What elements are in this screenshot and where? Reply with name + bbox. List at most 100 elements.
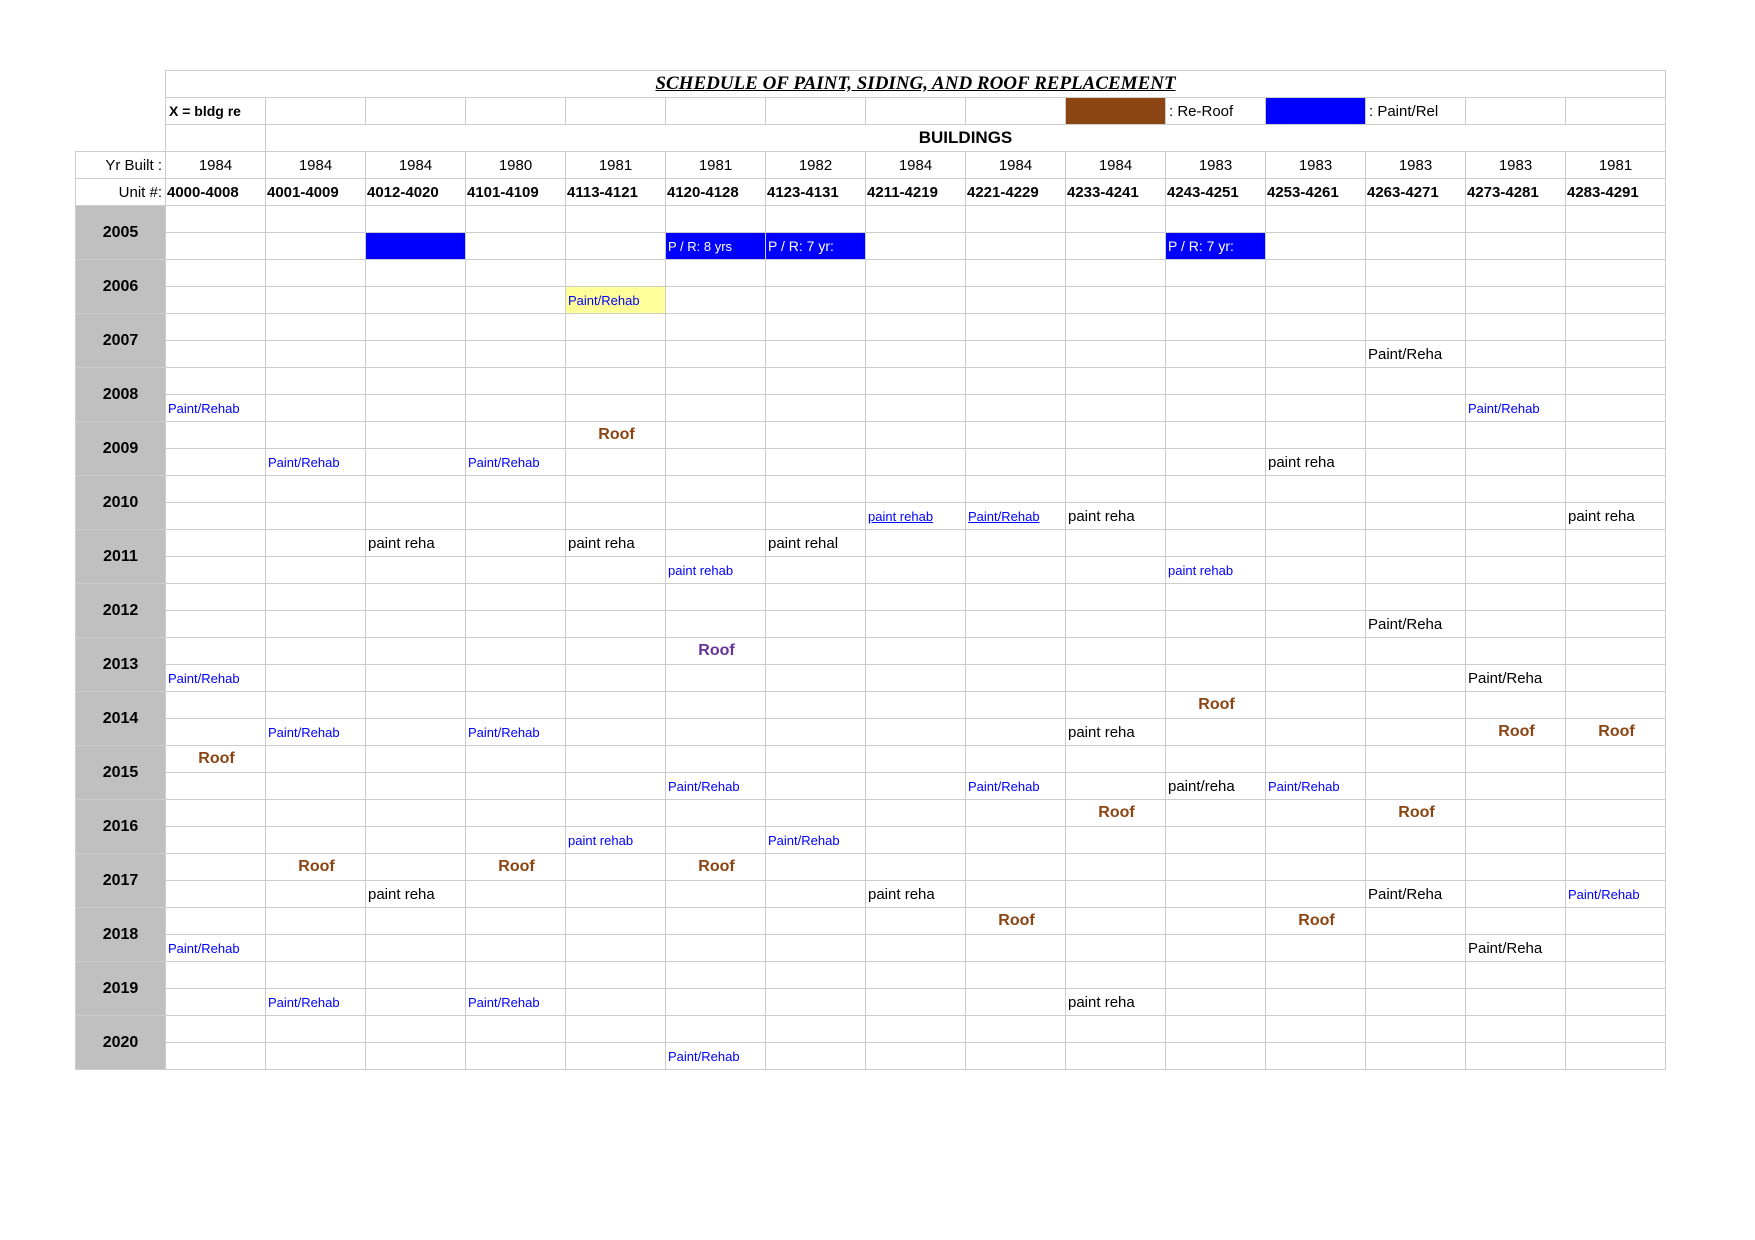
data-cell xyxy=(1566,935,1666,962)
data-cell xyxy=(666,611,766,638)
data-cell xyxy=(866,260,966,287)
data-cell xyxy=(466,476,566,503)
data-cell: Roof xyxy=(666,638,766,665)
data-cell xyxy=(466,692,566,719)
data-cell xyxy=(866,908,966,935)
data-cell xyxy=(366,746,466,773)
data-cell xyxy=(866,854,966,881)
year-2013: 2013 xyxy=(76,638,166,692)
data-cell xyxy=(366,854,466,881)
unit-col-12: 4263-4271 xyxy=(1366,179,1466,206)
data-cell xyxy=(366,935,466,962)
data-cell xyxy=(166,206,266,233)
data-cell xyxy=(166,476,266,503)
legend-reroof-cell: : Re-Roof xyxy=(1166,98,1266,125)
data-cell xyxy=(1466,449,1566,476)
data-cell xyxy=(1066,206,1166,233)
data-cell xyxy=(1166,341,1266,368)
data-cell xyxy=(1066,881,1166,908)
data-cell xyxy=(1166,881,1266,908)
data-cell xyxy=(1166,584,1266,611)
data-cell xyxy=(166,287,266,314)
data-cell xyxy=(666,827,766,854)
data-cell xyxy=(566,395,666,422)
data-cell xyxy=(1566,908,1666,935)
data-cell xyxy=(1566,449,1666,476)
data-cell xyxy=(1466,800,1566,827)
data-cell xyxy=(1266,854,1366,881)
data-cell xyxy=(1466,746,1566,773)
data-cell xyxy=(1166,746,1266,773)
data-cell xyxy=(466,638,566,665)
title-cell: SCHEDULE OF PAINT, SIDING, AND ROOF REPL… xyxy=(166,71,1666,98)
data-cell xyxy=(1566,611,1666,638)
data-cell xyxy=(1366,665,1466,692)
year-2015: 2015 xyxy=(76,746,166,800)
data-cell xyxy=(766,773,866,800)
data-cell xyxy=(166,827,266,854)
year-2019: 2019 xyxy=(76,962,166,1016)
data-cell xyxy=(1366,854,1466,881)
data-cell xyxy=(466,665,566,692)
data-cell xyxy=(566,773,666,800)
unit-col-0: 4000-4008 xyxy=(166,179,266,206)
data-cell xyxy=(666,530,766,557)
data-cell xyxy=(566,746,666,773)
data-cell xyxy=(1166,287,1266,314)
data-cell xyxy=(1266,206,1366,233)
yrbuilt-col-1: 1984 xyxy=(266,152,366,179)
data-cell xyxy=(266,368,366,395)
data-cell xyxy=(466,503,566,530)
data-cell xyxy=(866,287,966,314)
data-cell xyxy=(566,611,666,638)
yrbuilt-col-12: 1983 xyxy=(1366,152,1466,179)
data-cell xyxy=(1266,287,1366,314)
data-cell xyxy=(1066,935,1166,962)
data-cell xyxy=(966,1043,1066,1070)
data-cell xyxy=(1466,827,1566,854)
data-cell xyxy=(866,719,966,746)
data-cell xyxy=(266,422,366,449)
data-cell xyxy=(1366,962,1466,989)
data-cell xyxy=(366,422,466,449)
data-cell xyxy=(266,611,366,638)
data-cell: Paint/Reha xyxy=(1366,611,1466,638)
data-cell xyxy=(166,1043,266,1070)
data-cell xyxy=(666,962,766,989)
data-cell xyxy=(1566,746,1666,773)
year-2020: 2020 xyxy=(76,1016,166,1070)
data-cell xyxy=(1266,260,1366,287)
data-cell xyxy=(1266,962,1366,989)
data-cell xyxy=(1566,368,1666,395)
data-cell xyxy=(566,719,666,746)
year-2011: 2011 xyxy=(76,530,166,584)
data-cell xyxy=(1366,773,1466,800)
data-cell: Roof xyxy=(1166,692,1266,719)
data-cell xyxy=(466,341,566,368)
data-cell xyxy=(1166,854,1266,881)
data-cell: Roof xyxy=(266,854,366,881)
data-cell: paint rehal xyxy=(766,530,866,557)
data-cell xyxy=(566,260,666,287)
data-cell xyxy=(766,746,866,773)
data-cell xyxy=(566,665,666,692)
data-cell xyxy=(266,962,366,989)
data-cell xyxy=(266,665,366,692)
data-cell xyxy=(966,746,1066,773)
yrbuilt-col-9: 1984 xyxy=(1066,152,1166,179)
data-cell xyxy=(766,881,866,908)
data-cell xyxy=(1566,665,1666,692)
data-cell xyxy=(1266,557,1366,584)
data-cell xyxy=(466,368,566,395)
data-cell xyxy=(1166,800,1266,827)
data-cell xyxy=(1266,935,1366,962)
data-cell xyxy=(466,395,566,422)
data-cell xyxy=(1166,503,1266,530)
data-cell xyxy=(366,233,466,260)
data-cell xyxy=(1166,314,1266,341)
data-cell xyxy=(666,314,766,341)
data-cell xyxy=(666,503,766,530)
data-cell xyxy=(766,854,866,881)
data-cell xyxy=(966,962,1066,989)
data-cell xyxy=(566,962,666,989)
